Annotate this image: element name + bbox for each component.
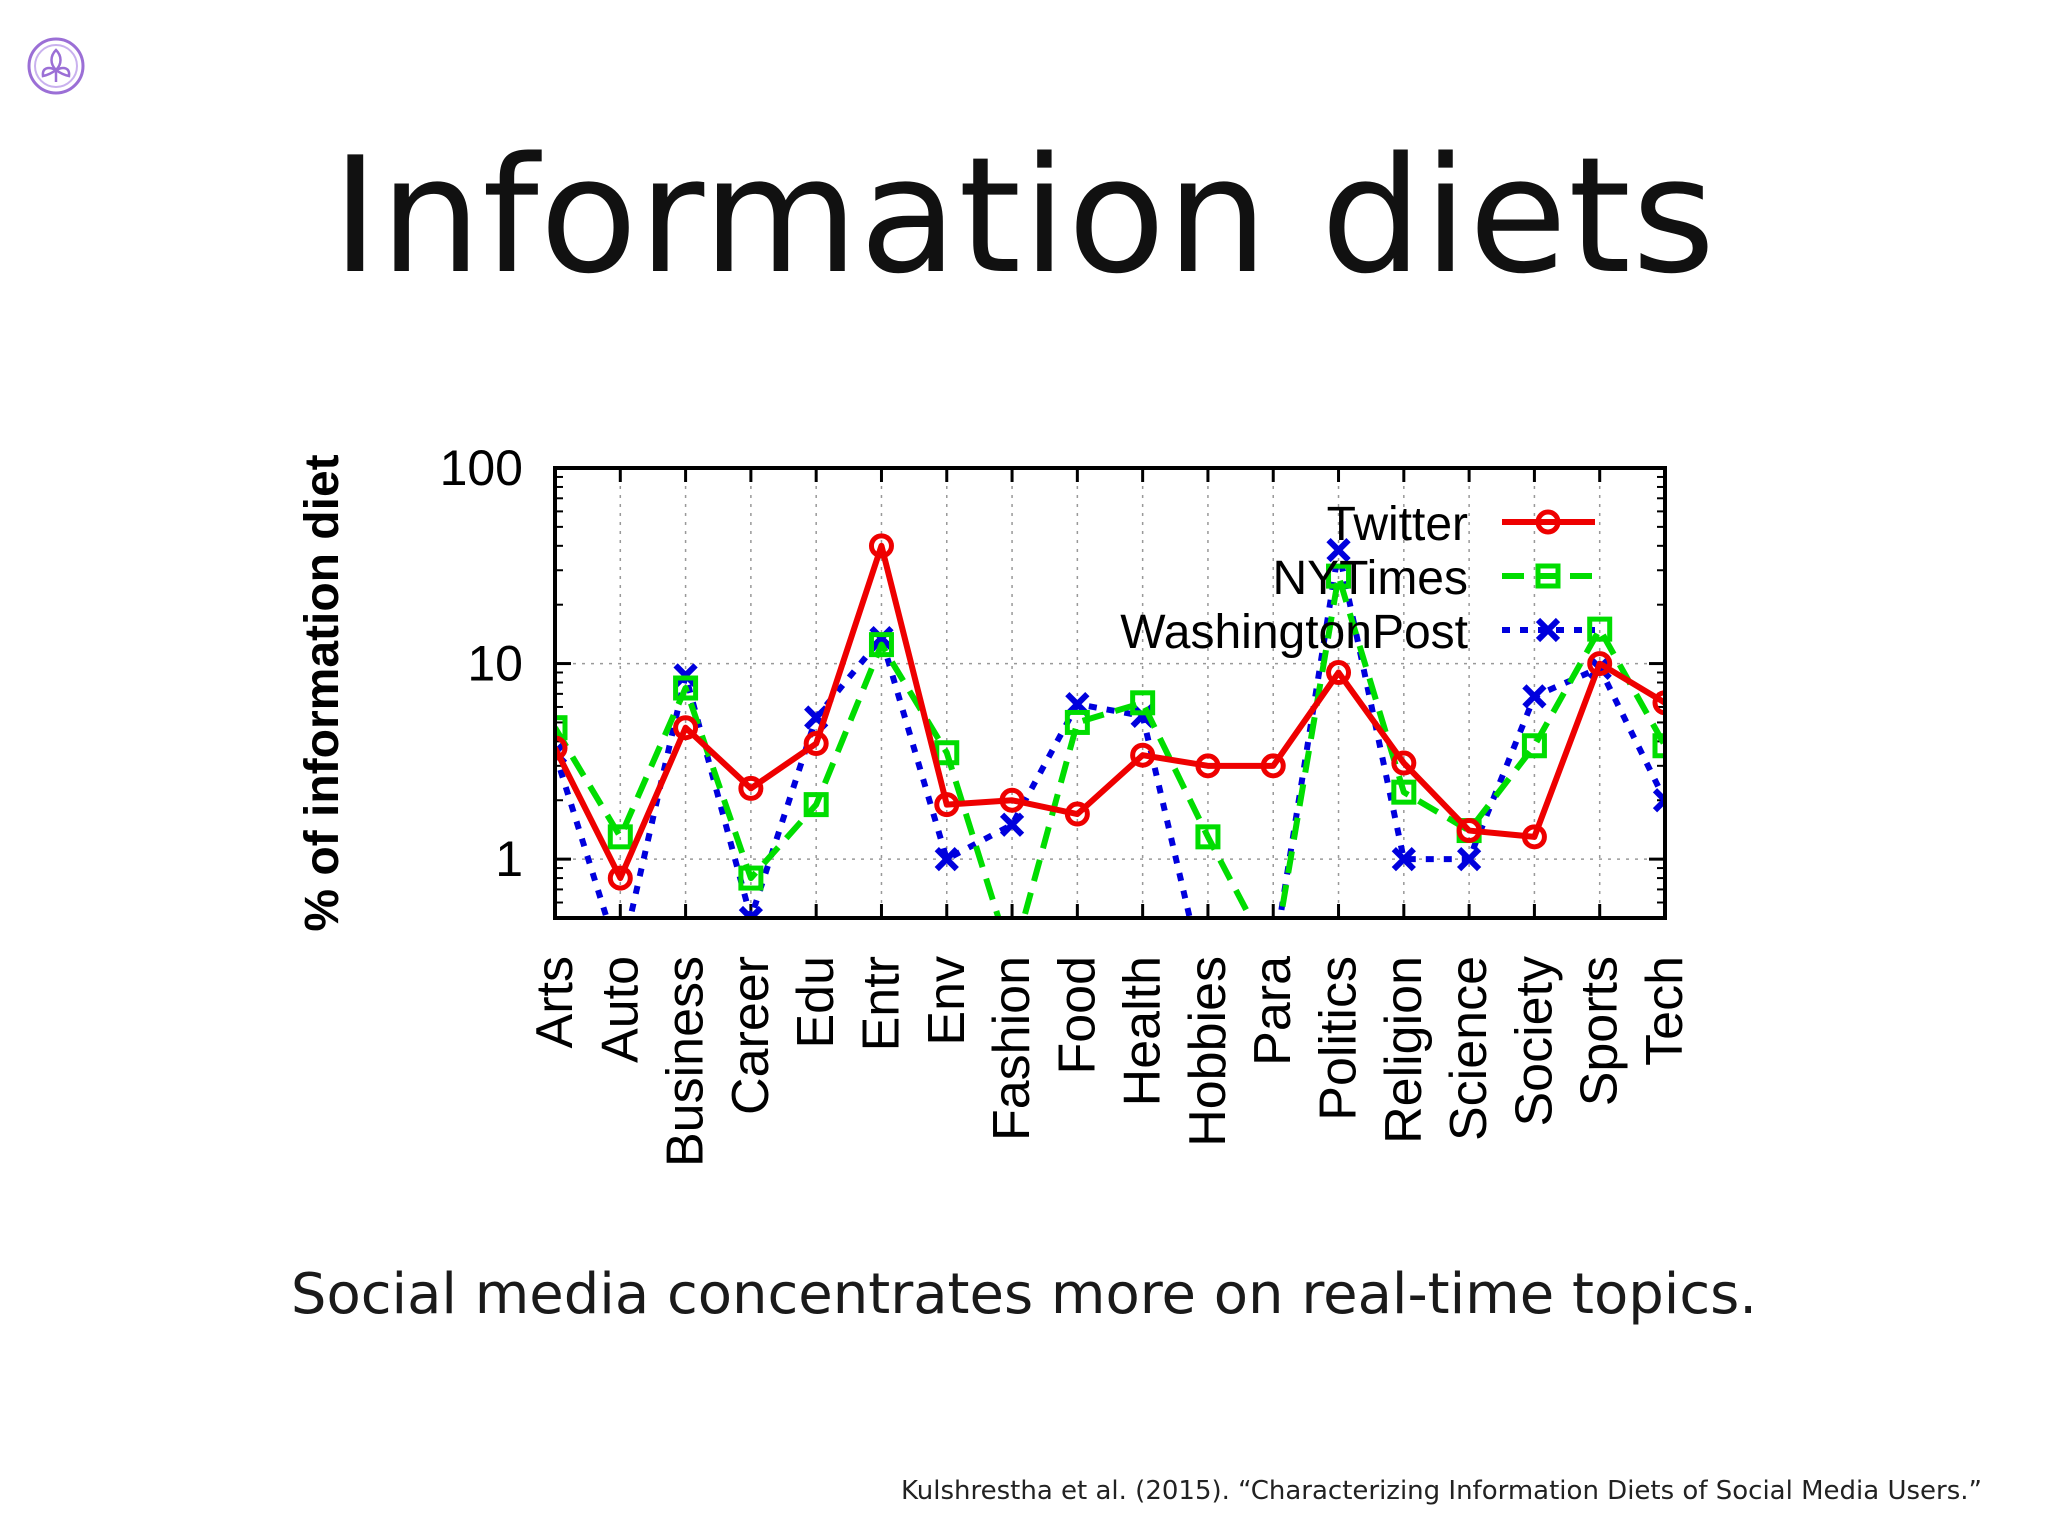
data-point [1064, 709, 1090, 735]
series-twitter [555, 533, 1665, 891]
data-point [1456, 818, 1482, 844]
data-point [607, 824, 633, 850]
data-point [1130, 742, 1156, 768]
data-point [999, 787, 1025, 813]
data-point [1521, 733, 1547, 759]
citation: Kulshrestha et al. (2015). “Characterizi… [901, 1476, 1982, 1506]
series-line [555, 573, 1665, 918]
data-point [868, 632, 894, 658]
legend-label: WashingtonPost [1120, 606, 1468, 659]
x-tick-label: Auto [591, 956, 649, 1063]
x-tick-label: Society [1505, 956, 1563, 1127]
data-point [738, 865, 764, 891]
y-tick-label: 1 [495, 831, 523, 887]
x-tick-label: Fashion [983, 956, 1041, 1141]
x-tick-label: Business [657, 956, 715, 1167]
x-tick-label: Edu [787, 956, 845, 1049]
x-tick-label: Hobbies [1179, 956, 1237, 1147]
data-point [673, 675, 699, 701]
data-point [673, 715, 699, 741]
x-tick-label: Food [1048, 956, 1106, 1075]
data-point [1521, 824, 1547, 850]
legend-label: Twitter [1327, 498, 1468, 551]
data-point [1326, 660, 1352, 686]
data-point [1535, 617, 1561, 643]
data-point [1130, 690, 1156, 716]
data-point [1195, 753, 1221, 779]
x-tick-label: Tech [1636, 956, 1694, 1066]
data-point [738, 905, 764, 918]
data-point [1391, 779, 1417, 805]
data-point [738, 775, 764, 801]
data-point [1652, 788, 1665, 813]
x-tick-label: Env [918, 956, 976, 1046]
x-tick-label: Religion [1375, 956, 1433, 1144]
data-point [934, 792, 960, 818]
x-tick-label: Entr [852, 956, 910, 1051]
x-tick-label: Arts [526, 956, 584, 1048]
y-tick-label: 100 [440, 440, 523, 496]
data-point [803, 731, 829, 757]
data-point [1326, 538, 1351, 563]
series-line [555, 547, 1665, 918]
x-tick-label: Health [1114, 956, 1172, 1106]
data-point [1652, 733, 1665, 759]
y-tick-label: 10 [467, 636, 523, 692]
data-point [999, 812, 1025, 837]
y-axis-label: % of information diet [296, 454, 349, 931]
data-point [934, 847, 959, 872]
data-point [1535, 509, 1561, 535]
data-point [803, 792, 829, 818]
data-point [1326, 563, 1352, 589]
data-point [673, 663, 698, 688]
data-point [1391, 847, 1416, 872]
data-point [1587, 616, 1613, 642]
data-point [1391, 750, 1417, 776]
data-point [607, 865, 633, 891]
x-tick-label: Career [722, 956, 780, 1115]
x-tick-label: Para [1244, 956, 1302, 1066]
data-point [1456, 847, 1482, 872]
data-point [868, 533, 894, 559]
data-point [1260, 753, 1286, 779]
data-point [1652, 690, 1665, 716]
x-tick-label: Politics [1310, 956, 1368, 1121]
data-point [869, 625, 894, 651]
fleur-de-lis-circle-icon [27, 37, 85, 95]
slide-caption: Social media concentrates more on real-t… [290, 1262, 1758, 1327]
data-point [1195, 824, 1221, 850]
data-point [1064, 801, 1090, 827]
legend-label: NYTimes [1272, 552, 1468, 605]
data-point [1535, 563, 1561, 589]
plot-frame [553, 466, 1667, 920]
x-tick-label: Sports [1571, 956, 1629, 1106]
x-tick-label: Science [1440, 956, 1498, 1141]
data-point [1587, 651, 1613, 677]
data-point [555, 715, 568, 741]
data-point [1522, 684, 1547, 709]
data-point [555, 735, 568, 761]
slide-title: Information diets [331, 122, 1717, 309]
